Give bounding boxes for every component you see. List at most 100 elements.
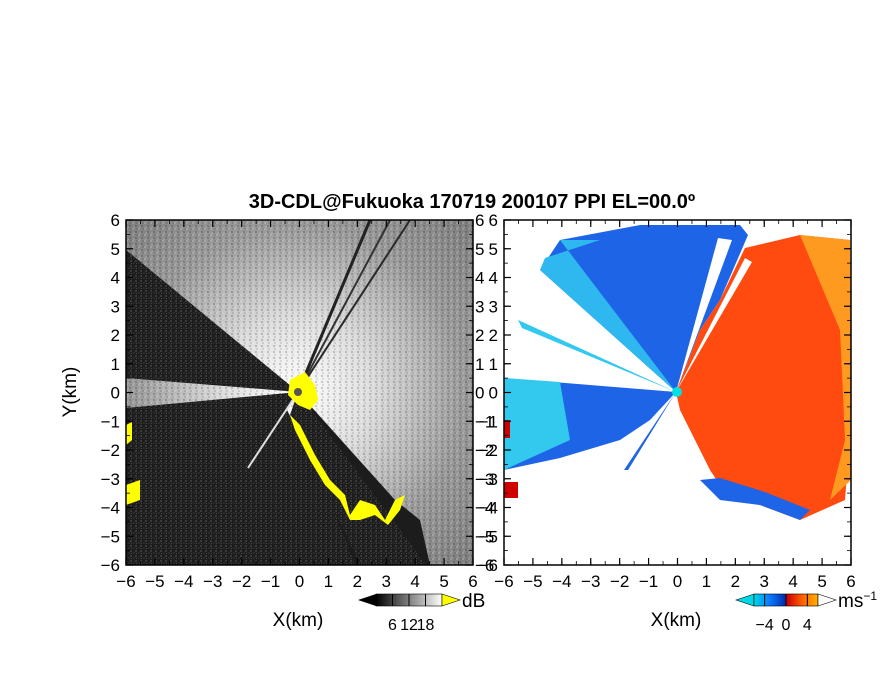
- velocity-xtick-label: 5: [817, 572, 826, 591]
- blocked-ray-ne-1: [296, 220, 372, 393]
- blocked-sector-south-dark: [290, 392, 426, 565]
- reflectivity-ytick-label-right: −5: [475, 527, 494, 546]
- velocity-ytick-label: 4: [489, 269, 498, 288]
- velocity-blank-ray: [676, 238, 732, 392]
- reflectivity-ytick-label: 1: [111, 355, 120, 374]
- reflectivity-xtick-label: 3: [382, 572, 391, 591]
- clutter-west-edge: [126, 422, 140, 505]
- left-x-axis-label: X(km): [273, 610, 324, 631]
- clutter-south: [290, 415, 405, 525]
- velocity-ytick-label: −1: [479, 412, 498, 431]
- reflectivity-ytick-label: −1: [101, 412, 120, 431]
- reflectivity-ytick-label: −5: [101, 527, 120, 546]
- velocity-colorbar-tick-label: 4: [803, 617, 812, 634]
- blocked-sector-west: [126, 220, 298, 392]
- approaching-region-west-outer: [504, 378, 570, 470]
- reflectivity-panel: [126, 220, 473, 565]
- reflectivity-colorbar-tick-label: 6: [388, 617, 397, 634]
- velocity-xtick-label: 2: [731, 572, 740, 591]
- velocity-ytick-label: 6: [489, 211, 498, 230]
- reflectivity-ytick-label: 4: [111, 269, 120, 288]
- velocity-xtick-label: −5: [523, 572, 542, 591]
- reflectivity-ytick-label: 5: [111, 240, 120, 259]
- reflectivity-xtick-label: −4: [174, 572, 193, 591]
- reflectivity-ytick-label: 2: [111, 326, 120, 345]
- reflectivity-xtick-label: 0: [295, 572, 304, 591]
- reflectivity-ytick-label-right: 5: [475, 240, 484, 259]
- reflectivity-ytick-label: −4: [101, 499, 120, 518]
- reflectivity-ytick-label-right: 1: [475, 355, 484, 374]
- reflectivity-xtick-label: −1: [261, 572, 280, 591]
- blocked-ray-ne-2: [297, 220, 391, 393]
- clutter-center: [288, 372, 318, 410]
- reflectivity-ytick-label-right: 3: [475, 297, 484, 316]
- reflectivity-colorbar-unit: dB: [462, 591, 485, 612]
- reflectivity-xtick-label: 2: [353, 572, 362, 591]
- reflectivity-ytick-label: 3: [111, 297, 120, 316]
- reflectivity-ytick-label: −2: [101, 441, 120, 460]
- velocity-xtick-label: 3: [760, 572, 769, 591]
- radar-site-velocity: [672, 387, 682, 397]
- velocity-clutter: [504, 420, 510, 438]
- approaching-region-north: [540, 225, 748, 392]
- velocity-ytick-label: −2: [479, 441, 498, 460]
- velocity-xtick-label: −1: [639, 572, 658, 591]
- velocity-xtick-label: 0: [673, 572, 682, 591]
- velocity-colorbar-unit: ms−1: [838, 589, 877, 612]
- reflectivity-ytick-label: −3: [101, 470, 120, 489]
- blocked-sector-northwest: [126, 250, 298, 392]
- right-x-axis-label: X(km): [651, 610, 702, 631]
- approaching-region-northwest: [540, 240, 676, 392]
- reflectivity-xtick-label: 1: [324, 572, 333, 591]
- velocity-ytick-label: 2: [489, 326, 498, 345]
- blocked-ray-ne-3: [297, 220, 411, 393]
- reflectivity-colorbar-tick-label: 18: [417, 617, 435, 634]
- y-axis-label: Y(km): [60, 367, 81, 418]
- velocity-xtick-label: 4: [788, 572, 797, 591]
- reflectivity-ytick-label: −6: [101, 556, 120, 575]
- reflectivity-ytick-label-right: −6: [475, 556, 494, 575]
- reflectivity-xtick-label: 5: [439, 572, 448, 591]
- velocity-ytick-label: 5: [489, 240, 498, 259]
- velocity-ytick-label: −3: [479, 470, 498, 489]
- velocity-ytick-label: 3: [489, 297, 498, 316]
- approaching-ray-nw: [518, 320, 676, 392]
- reflectivity-ytick-label: 6: [111, 211, 120, 230]
- velocity-ytick-label: 0: [489, 384, 498, 403]
- blocked-ray-sw: [247, 391, 299, 469]
- velocity-xtick-label: −2: [610, 572, 629, 591]
- receding-outer-edge: [800, 235, 851, 500]
- reflectivity-ytick-label-right: 2: [475, 326, 484, 345]
- velocity-colorbar-tick-label: −4: [756, 617, 774, 634]
- reflectivity-ytick-label-right: 4: [475, 269, 484, 288]
- velocity-blank-ray-2: [676, 258, 752, 392]
- reflectivity-xtick-label: 4: [410, 572, 419, 591]
- velocity-colorbar-tick-label: 0: [782, 617, 791, 634]
- receding-region: [676, 235, 851, 520]
- velocity-xtick-label: −4: [552, 572, 571, 591]
- reflectivity-axes: −6 −5 −4 −3 −2 −1 0 1 2 3 4 5 6−6 −6−5 −5−4 −4−3 −3−2 −2−…: [101, 211, 495, 591]
- velocity-xtick-label: 1: [702, 572, 711, 591]
- velocity-unit-exponent: −1: [863, 589, 877, 603]
- approaching-ray-s: [624, 392, 676, 470]
- reflectivity-xtick-label: −2: [232, 572, 251, 591]
- velocity-xtick-label: 6: [846, 572, 855, 591]
- velocity-ytick-label: −6: [479, 556, 498, 575]
- velocity-colorbar: −4 0 4 ms−1: [735, 589, 877, 634]
- velocity-xtick-label: −6: [494, 572, 513, 591]
- velocity-panel: [504, 220, 851, 565]
- blocked-sector-south: [298, 392, 430, 565]
- velocity-xtick-label: −3: [581, 572, 600, 591]
- reflectivity-xtick-label: 6: [468, 572, 477, 591]
- reflectivity-ytick-label-right: −3: [475, 470, 494, 489]
- reflectivity-ytick-label: 0: [111, 384, 120, 403]
- reflectivity-ytick-label-right: −2: [475, 441, 494, 460]
- reflectivity-xtick-label: −5: [145, 572, 164, 591]
- reflectivity-ytick-label-right: −4: [475, 499, 494, 518]
- reflectivity-colorbar-tick-label: 12: [400, 617, 418, 634]
- reflectivity-xtick-label: −3: [203, 572, 222, 591]
- velocity-ytick-label: 1: [489, 355, 498, 374]
- reflectivity-ytick-label-right: 6: [475, 211, 484, 230]
